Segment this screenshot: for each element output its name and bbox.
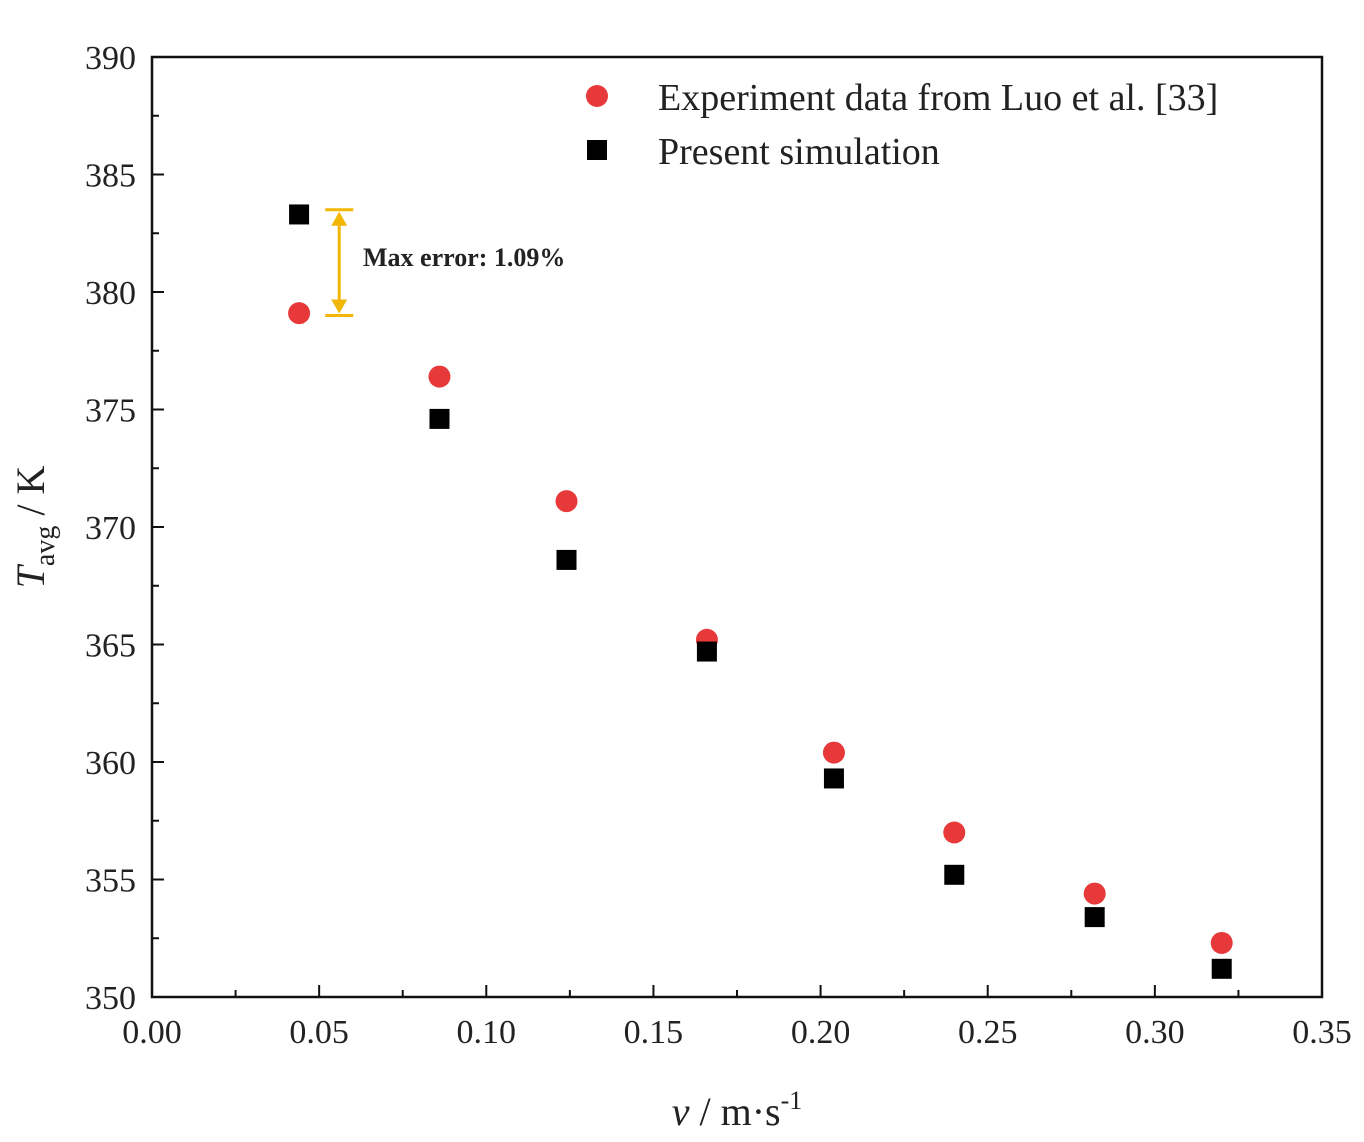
y-tick-label: 370 [85,510,136,547]
y-axis-unit: / K [8,466,53,526]
x-tick-label: 0.10 [457,1014,517,1051]
y-axis-title: Tavg / K [8,466,61,589]
max-error-annotation: Max error: 1.09% [325,208,565,317]
simulation-point [1084,907,1105,928]
y-tick-label: 360 [85,745,136,782]
x-axis-var: v [672,1089,690,1134]
y-tick-label: 375 [85,393,136,430]
error-arrow-down [331,299,348,314]
experiment-point [288,302,311,325]
x-tick-label: 0.30 [1125,1014,1185,1051]
legend-marker-simulation [587,140,607,160]
x-tick-label: 0.35 [1292,1014,1352,1051]
x-tick-label: 0.05 [289,1014,349,1051]
y-tick-label: 385 [85,158,136,195]
legend-marker-experiment [586,85,608,107]
x-axis-title: v / m·s-1 [672,1086,803,1134]
x-axis-unit-sup: -1 [781,1086,803,1115]
experiment-point [943,821,966,844]
y-tick-label: 350 [85,980,136,1017]
experiment-point [555,490,578,513]
experiment-point [822,741,845,764]
max-error-label: Max error: 1.09% [363,243,565,272]
y-tick-label: 390 [85,40,136,77]
x-tick-label: 0.20 [791,1014,851,1051]
experiment-point [1083,882,1106,905]
simulation-point [429,408,450,429]
simulation-point [1211,958,1232,979]
simulation-point [289,204,310,225]
legend-label-experiment: Experiment data from Luo et al. [33] [658,77,1218,119]
data-series [288,204,1233,979]
experiment-point [1210,931,1233,954]
x-axis-unit: / m·s [689,1089,780,1134]
simulation-point [696,641,717,662]
legend: Experiment data from Luo et al. [33] Pre… [586,77,1218,173]
simulation-point [556,549,577,570]
y-axis-sub: avg [30,526,61,566]
x-axis-ticks: 0.00 0.05 0.10 0.15 0.20 0.25 0.30 0.35 [122,985,1352,1051]
y-tick-label: 355 [85,863,136,900]
simulation-point [944,864,965,885]
y-axis-ticks: 350 355 360 365 370 375 380 385 390 [85,40,164,1017]
x-tick-label: 0.25 [958,1014,1018,1051]
x-tick-label: 0.15 [624,1014,684,1051]
legend-label-simulation: Present simulation [658,131,940,173]
experiment-point [428,365,451,388]
simulation-point [823,768,844,789]
y-axis-var: T [8,563,53,588]
x-tick-label: 0.00 [122,1014,182,1051]
y-tick-label: 380 [85,275,136,312]
plot-frame [150,55,1324,999]
y-tick-label: 365 [85,628,136,665]
error-arrow-up [331,211,348,226]
